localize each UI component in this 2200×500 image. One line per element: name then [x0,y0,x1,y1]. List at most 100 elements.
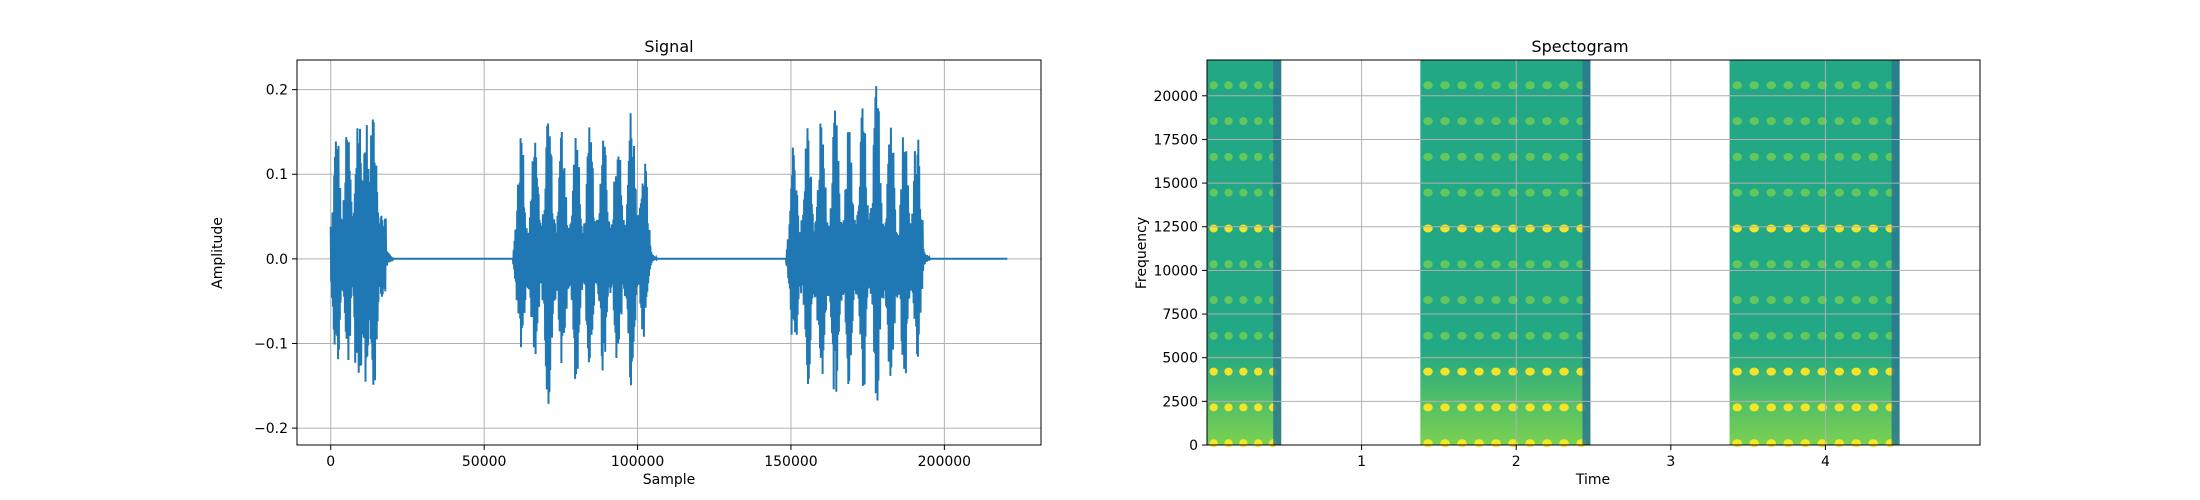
spectrogram-harmonic-blob [1440,152,1450,161]
spectrogram-harmonic-blob [1783,260,1793,269]
spectrogram-harmonic-blob [1834,224,1844,233]
spectrogram-harmonic-blob [1749,188,1759,197]
spectrogram-harmonic-blob [1525,331,1535,340]
spectrogram-harmonic-blob [1474,439,1484,448]
spectrogram-harmonic-blob [1525,296,1535,305]
spectrogram-harmonic-blob [1209,188,1218,197]
spectrogram-harmonic-blob [1559,188,1569,197]
signal-x-tick-label: 0 [326,454,335,470]
spectrogram-harmonic-blob [1868,260,1879,269]
spectrogram-harmonic-blob [1239,188,1248,197]
spectrogram-harmonic-blob [1239,224,1248,233]
spectrogram-harmonic-blob [1542,260,1552,269]
spectrogram-harmonic-blob [1783,188,1793,197]
spectrogram-harmonic-blob [1254,367,1263,376]
spectrogram-harmonic-blob [1440,331,1450,340]
spectrogram-harmonic-blob [1817,296,1827,305]
spectrogram-harmonic-blob [1423,152,1433,161]
spectrogram-y-tick-label: 10000 [1153,263,1198,279]
spectrogram-harmonic-blob [1542,81,1552,90]
signal-y-tick-label: 0.1 [266,167,288,183]
spectrogram-harmonic-blob [1508,260,1518,269]
spectrogram-harmonic-blob [1525,152,1535,161]
spectrogram-harmonic-blob [1508,117,1518,126]
spectrogram-harmonic-blob [1732,296,1742,305]
signal-grid [297,60,1041,445]
spectrogram-harmonic-blob [1254,439,1263,448]
spectrogram-harmonic-blob [1474,117,1484,126]
spectrogram-harmonic-blob [1834,296,1844,305]
spectrogram-harmonic-blob [1559,117,1569,126]
spectrogram-harmonic-blob [1783,367,1793,376]
spectrogram-harmonic-blob [1508,403,1518,412]
spectrogram-harmonic-blob [1559,81,1569,90]
spectrogram-harmonic-blob [1817,403,1827,412]
spectrogram-y-tick-label: 12500 [1153,220,1198,236]
spectrogram-harmonic-blob [1800,296,1810,305]
spectrogram-harmonic-blob [1766,224,1776,233]
spectrogram-harmonic-blob [1525,260,1535,269]
spectrogram-harmonic-blob [1474,188,1484,197]
spectrogram-harmonic-blob [1834,260,1844,269]
spectrogram-segment-tail [1273,60,1282,445]
spectrogram-harmonic-blob [1800,403,1810,412]
spectrogram-harmonic-blob [1423,403,1433,412]
spectrogram-harmonic-blob [1817,331,1827,340]
spectrogram-harmonic-blob [1239,367,1248,376]
spectrogram-harmonic-blob [1224,188,1233,197]
spectrogram-harmonic-blob [1749,81,1759,90]
spectrogram-harmonic-blob [1559,439,1569,448]
spectrogram-harmonic-blob [1457,296,1467,305]
spectrogram-x-tick-label: 3 [1666,454,1675,470]
spectrogram-harmonic-blob [1851,260,1862,269]
spectrogram-harmonic-blob [1457,117,1467,126]
spectrogram-harmonic-blob [1766,403,1776,412]
spectrogram-harmonic-blob [1224,331,1233,340]
spectrogram-harmonic-blob [1766,367,1776,376]
spectrogram-harmonic-blob [1254,117,1263,126]
spectrogram-segment-tail [1891,60,1900,445]
spectrogram-harmonic-blob [1224,260,1233,269]
spectrogram-harmonic-blob [1224,367,1233,376]
spectrogram-y-tick-label: 2500 [1162,394,1198,410]
spectrogram-harmonic-blob [1868,152,1879,161]
spectrogram-harmonic-blob [1868,117,1879,126]
spectrogram-harmonic-blob [1508,331,1518,340]
spectrogram-harmonic-blob [1783,331,1793,340]
spectrogram-y-tick-label: 15000 [1153,176,1198,192]
spectrogram-harmonic-blob [1254,260,1263,269]
spectrogram-harmonic-blob [1508,152,1518,161]
spectrogram-harmonic-blob [1800,224,1810,233]
spectrogram-harmonic-blob [1732,403,1742,412]
spectrogram-harmonic-blob [1834,117,1844,126]
spectrogram-harmonic-blob [1525,224,1535,233]
spectrogram-harmonic-blob [1491,188,1501,197]
spectrogram-harmonic-blob [1508,296,1518,305]
spectrogram-harmonic-blob [1868,224,1879,233]
spectrogram-harmonic-blob [1766,117,1776,126]
spectrogram-y-label: Frequency [1134,217,1150,289]
spectrogram-harmonic-blob [1440,403,1450,412]
spectrogram-harmonic-blob [1559,367,1569,376]
spectrogram-harmonic-blob [1868,81,1879,90]
spectrogram-grid [1207,60,1980,446]
spectrogram-harmonic-blob [1239,403,1248,412]
spectrogram-harmonic-blob [1834,152,1844,161]
signal-x-ticks: 0 50000 100000 150000 200000 [326,445,971,470]
spectrogram-harmonic-blob [1508,81,1518,90]
spectrogram-harmonic-blob [1457,81,1467,90]
spectrogram-harmonic-blob [1209,224,1218,233]
signal-title: Signal [644,37,693,56]
spectrogram-harmonic-blob [1525,403,1535,412]
spectrogram-harmonic-blob [1851,296,1862,305]
spectrogram-harmonic-blob [1766,260,1776,269]
spectrogram-harmonic-blob [1423,224,1433,233]
spectrogram-y-ticks: 0 2500 5000 7500 10000 12500 15000 17500 20000 [1153,89,1207,454]
spectrogram-harmonic-blob [1732,81,1742,90]
spectrogram-harmonic-blob [1868,367,1879,376]
spectrogram-harmonic-blob [1732,152,1742,161]
spectrogram-harmonic-blob [1457,152,1467,161]
spectrogram-harmonic-blob [1868,439,1879,448]
spectrogram-harmonic-blob [1423,331,1433,340]
spectrogram-harmonic-blob [1783,152,1793,161]
